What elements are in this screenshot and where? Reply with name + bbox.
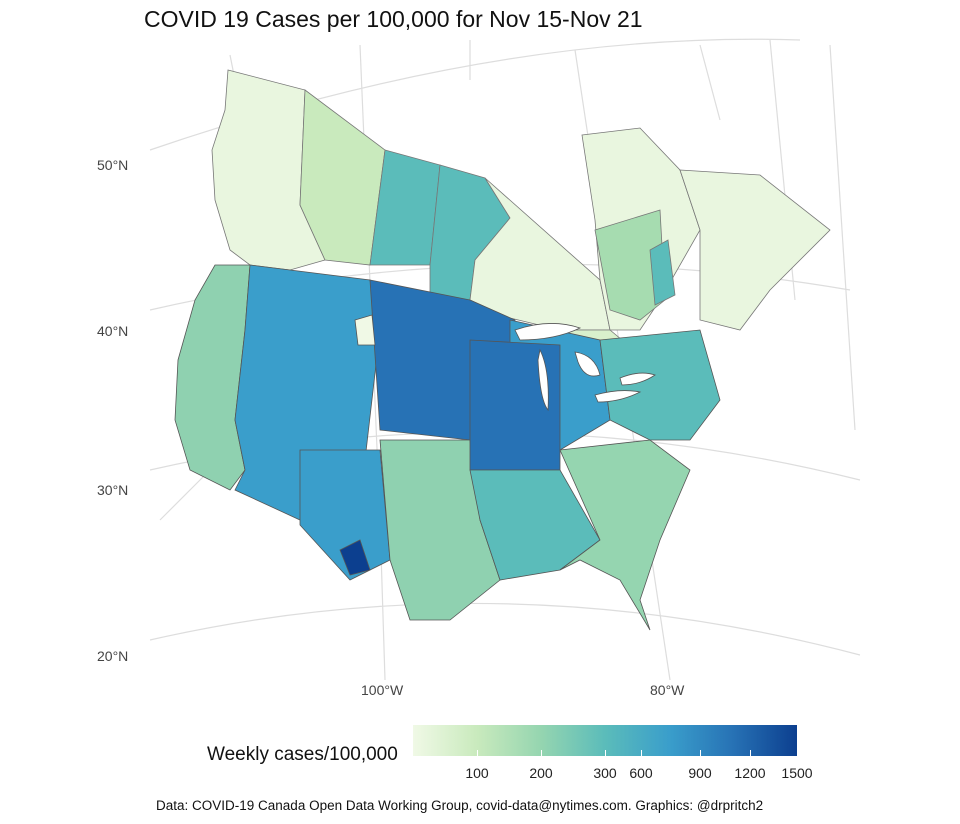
region-arizona-dark <box>339 539 371 576</box>
legend-tick-mark <box>750 750 751 756</box>
legend-tick-mark <box>700 750 701 756</box>
latitude-label-50: 50°N <box>97 157 129 173</box>
legend-tick-label: 100 <box>465 765 489 781</box>
region-southeast <box>559 439 691 631</box>
legend-tick-label: 300 <box>593 765 617 781</box>
choropleth-map <box>149 38 861 681</box>
legend-tick-label: 900 <box>688 765 712 781</box>
region-atlantic <box>679 169 831 331</box>
region-alberta <box>299 89 386 266</box>
legend-tick-mark <box>477 750 478 756</box>
legend-tick-label: 1500 <box>781 765 813 781</box>
region-quebec-montreal <box>649 239 676 306</box>
region-quebec-south <box>594 209 666 321</box>
region-west-coast <box>174 264 251 491</box>
latitude-label-40: 40°N <box>97 323 129 339</box>
legend-title: Weekly cases/100,000 <box>207 744 398 765</box>
source-credit: Data: COVID-19 Canada Open Data Working … <box>156 798 764 813</box>
latitude-label-20: 20°N <box>97 648 129 664</box>
map-title: COVID 19 Cases per 100,000 for Nov 15-No… <box>144 6 643 32</box>
great-lakes <box>514 323 656 412</box>
legend-tick-mark <box>541 750 542 756</box>
longitude-label-80: 80°W <box>650 682 685 698</box>
longitude-label-100: 100°W <box>361 682 404 698</box>
legend-tick-label: 1200 <box>734 765 766 781</box>
legend-tick-mark <box>641 750 642 756</box>
canada <box>211 69 831 376</box>
legend-tick-mark <box>797 750 798 756</box>
region-northeast <box>599 329 721 441</box>
legend-tick-label: 600 <box>629 765 653 781</box>
region-nevada-blank <box>354 314 376 346</box>
legend-tick-label: 200 <box>529 765 553 781</box>
latitude-label-30: 30°N <box>97 482 129 498</box>
legend-tick-mark <box>605 750 606 756</box>
united-states <box>174 264 721 631</box>
